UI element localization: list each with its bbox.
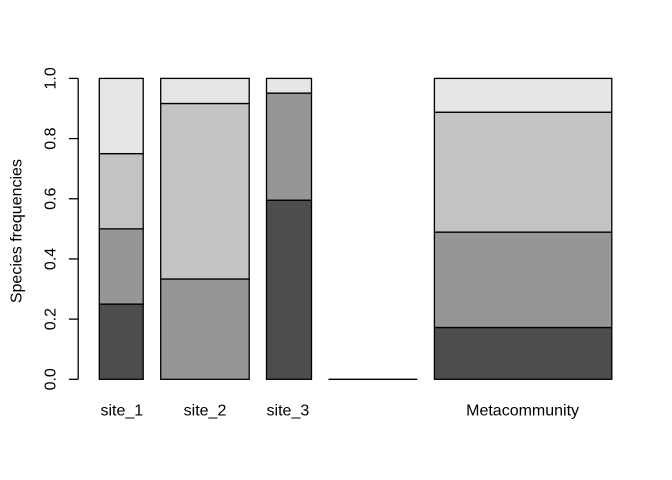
svg-text:site_2: site_2 <box>184 403 227 420</box>
svg-text:0.6: 0.6 <box>43 188 60 210</box>
svg-text:0.2: 0.2 <box>43 308 60 330</box>
svg-text:site_1: site_1 <box>100 403 143 420</box>
svg-text:1.0: 1.0 <box>43 67 60 89</box>
svg-text:0.8: 0.8 <box>43 127 60 149</box>
svg-text:Metacommunity: Metacommunity <box>466 403 579 420</box>
svg-text:0.0: 0.0 <box>43 368 60 390</box>
svg-text:Species frequencies: Species frequencies <box>8 159 25 303</box>
svg-text:0.4: 0.4 <box>43 248 60 270</box>
svg-text:site_3: site_3 <box>267 403 310 420</box>
